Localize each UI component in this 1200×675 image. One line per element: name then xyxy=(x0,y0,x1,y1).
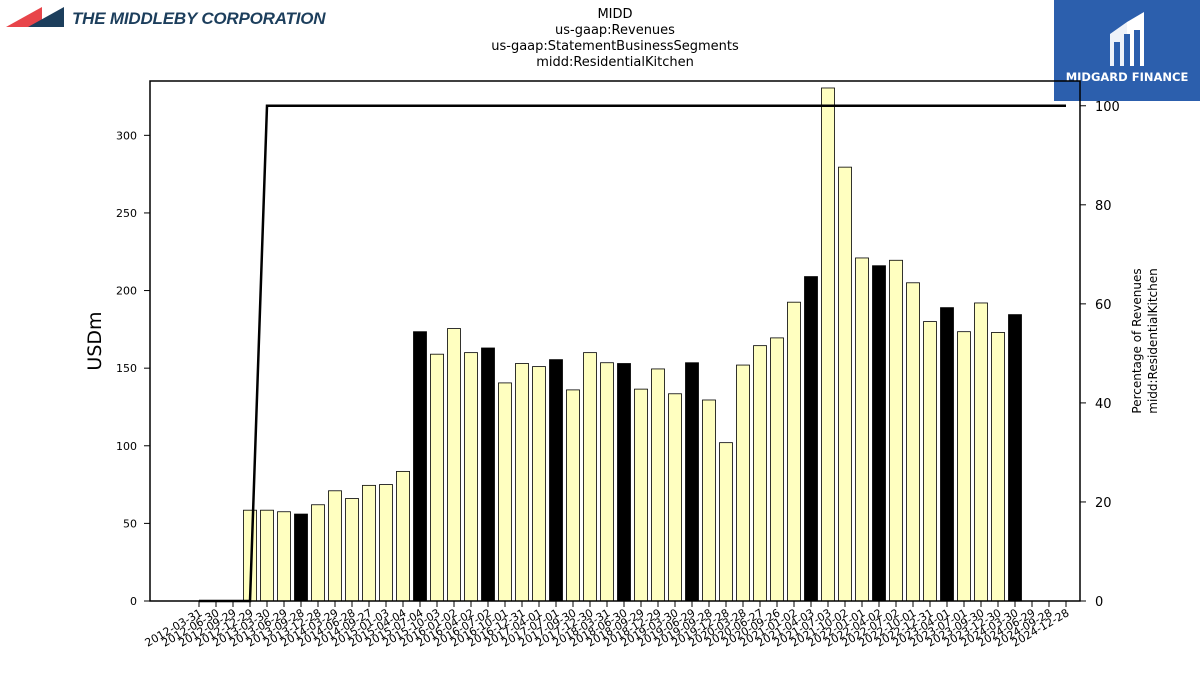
bar-2016-10-01 xyxy=(498,382,512,602)
bar-2014-06-28 xyxy=(345,498,359,602)
plot-frame xyxy=(149,80,1081,602)
bar-2022-07-02 xyxy=(889,259,903,602)
bar-2017-04-01 xyxy=(532,366,546,602)
y2-tick-label: 0 xyxy=(1095,595,1103,610)
bar-2019-06-29 xyxy=(685,362,699,602)
bar-2016-04-02 xyxy=(464,352,478,602)
y2-tick-label: 60 xyxy=(1095,298,1112,313)
bar-2016-01-02 xyxy=(447,328,461,602)
y-axis-label: USDm xyxy=(84,311,106,370)
bar-2013-06-29 xyxy=(277,511,291,602)
y2-axis-ticks: 0 20 40 60 80 100 xyxy=(1080,100,1120,610)
bar-2015-01-03 xyxy=(379,484,393,602)
bar-2016-12-31 xyxy=(515,363,529,602)
bar-2020-03-28 xyxy=(736,364,750,602)
y2-tick-label: 80 xyxy=(1095,199,1112,214)
bar-2022-10-01 xyxy=(906,282,920,602)
bar-2015-04-04 xyxy=(396,470,410,602)
y-tick-label: 50 xyxy=(123,517,137,530)
y2-tick-label: 100 xyxy=(1095,100,1120,115)
bar-2018-03-31 xyxy=(600,362,614,602)
y2-tick-label: 40 xyxy=(1095,397,1112,412)
y2-tick-label: 20 xyxy=(1095,496,1112,511)
bar-2022-01-01 xyxy=(855,257,869,602)
x-axis-ticks: 2012-03-312012-06-302012-09-292012-12-29… xyxy=(143,601,1072,650)
bar-2013-12-28 xyxy=(311,504,325,602)
bar-2018-12-29 xyxy=(651,368,665,602)
bar-2023-12-30 xyxy=(991,332,1005,602)
bar-2022-04-02 xyxy=(872,265,886,602)
bar-2015-07-04 xyxy=(413,331,427,602)
bar-2018-09-29 xyxy=(634,388,648,602)
middleby-logo-text: THE MIDDLEBY CORPORATION xyxy=(72,9,326,28)
y-tick-label: 150 xyxy=(116,362,137,375)
chart-title-line-3: us-gaap:StatementBusinessSegments xyxy=(491,39,739,54)
bar-2024-03-30 xyxy=(1008,314,1022,602)
bar-2017-09-30 xyxy=(566,389,580,602)
bar-2015-10-03 xyxy=(430,353,444,602)
y-tick-label: 300 xyxy=(116,129,137,142)
bar-2023-04-01 xyxy=(940,307,954,602)
bar-2021-07-03 xyxy=(821,87,835,602)
midgard-logo-text: MIDGARD FINANCE xyxy=(1065,70,1189,84)
y-tick-label: 100 xyxy=(116,440,137,453)
bar-2021-01-02 xyxy=(787,301,801,602)
line-layer xyxy=(199,104,1066,603)
bar-2022-12-31 xyxy=(923,321,937,602)
bar-2021-10-02 xyxy=(838,166,852,602)
bar-2023-09-30 xyxy=(974,302,988,602)
bar-2019-03-30 xyxy=(668,393,682,602)
bar-2014-09-27 xyxy=(362,484,376,602)
bar-2013-09-28 xyxy=(294,513,308,602)
y-tick-label: 200 xyxy=(116,285,137,298)
midgard-logo: MIDGARD FINANCE xyxy=(1054,0,1200,101)
chart-title-line-1: MIDD xyxy=(597,7,633,22)
bar-2016-07-02 xyxy=(481,347,495,602)
chart-title: MIDD us-gaap:Revenues us-gaap:StatementB… xyxy=(450,7,780,71)
bar-2021-04-03 xyxy=(804,276,818,602)
bar-2017-07-01 xyxy=(549,359,563,602)
midgard-logo-mark-icon xyxy=(1110,12,1144,66)
y-axis-ticks: 0 50 100 150 200 250 300 xyxy=(116,129,150,608)
bar-2018-06-30 xyxy=(617,363,631,602)
bar-2017-12-30 xyxy=(583,352,597,602)
middleby-logo: THE MIDDLEBY CORPORATION xyxy=(6,4,326,34)
bar-2020-09-26 xyxy=(770,337,784,602)
chart-title-line-4: midd:ResidentialKitchen xyxy=(536,55,694,70)
bar-2019-12-28 xyxy=(719,442,733,602)
bars-layer xyxy=(243,87,1022,602)
bar-2023-07-01 xyxy=(957,331,971,602)
percentage-line xyxy=(199,104,1066,603)
y2-axis-label-line-2: midd:ResidentialKitchen xyxy=(1146,268,1160,414)
bar-2020-06-27 xyxy=(753,345,767,602)
bar-2014-03-29 xyxy=(328,490,342,602)
chart-title-line-2: us-gaap:Revenues xyxy=(555,23,675,38)
y-tick-label: 0 xyxy=(130,595,137,608)
middleby-logo-mark-icon xyxy=(6,7,64,27)
y-tick-label: 250 xyxy=(116,207,137,220)
bar-2013-03-30 xyxy=(260,509,274,602)
bar-2019-09-28 xyxy=(702,399,716,602)
y2-axis-label-line-1: Percentage of Revenues xyxy=(1130,268,1144,413)
